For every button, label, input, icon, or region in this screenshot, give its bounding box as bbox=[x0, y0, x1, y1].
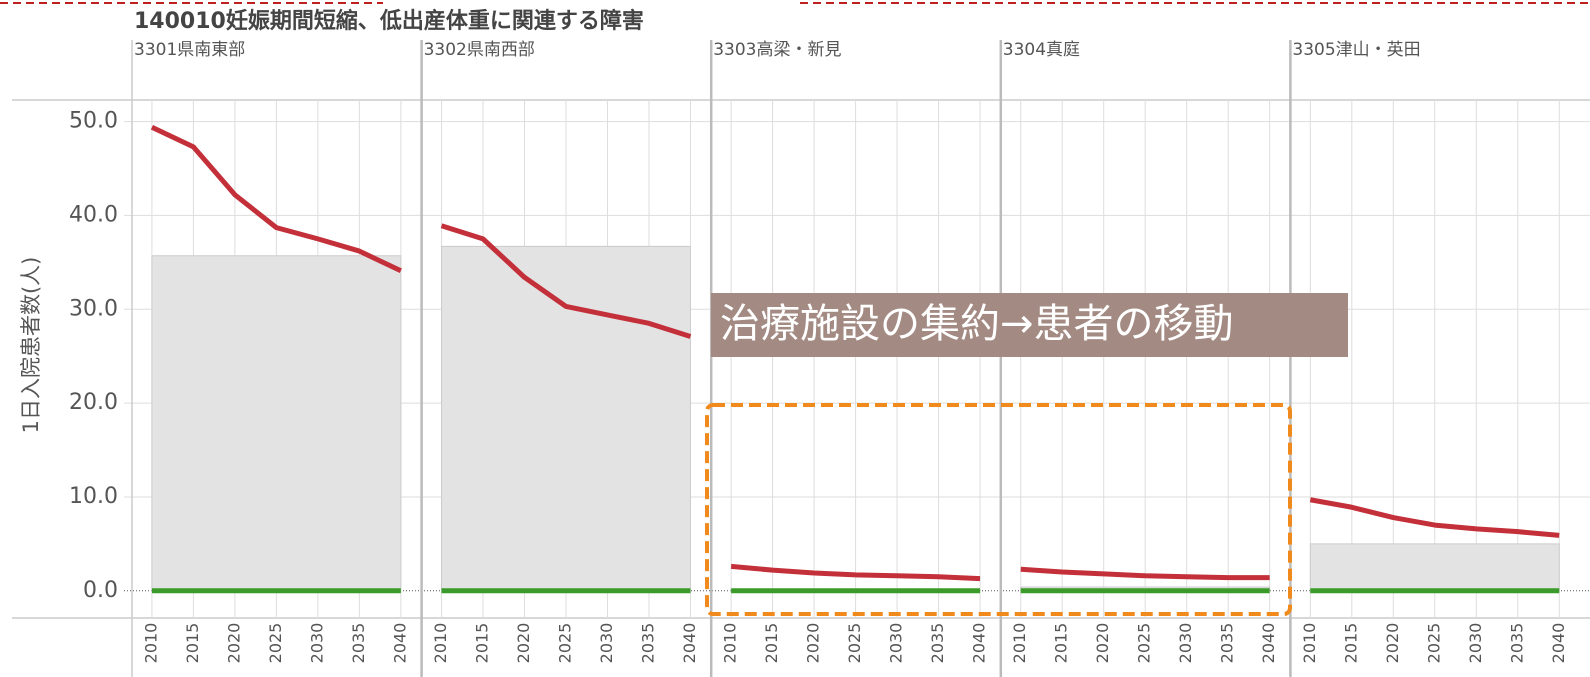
x-tick-label: 2020 bbox=[804, 623, 823, 664]
y-tick-label: 10.0 bbox=[69, 484, 118, 509]
x-tick-label: 2025 bbox=[1424, 623, 1443, 664]
x-tick-label: 2040 bbox=[390, 623, 409, 664]
y-axis-label: 1日入院患者数(人) bbox=[19, 257, 43, 434]
panel-title: 3301県南東部 bbox=[134, 40, 245, 60]
x-tick-label: 2035 bbox=[349, 623, 368, 664]
x-tick-label: 2035 bbox=[1507, 623, 1526, 664]
x-tick-label: 2035 bbox=[638, 623, 657, 664]
line bbox=[150, 124, 402, 274]
x-tick-label: 2025 bbox=[1135, 623, 1154, 664]
chart-title: 140010妊娠期間短縮、低出産体重に関連する障害 bbox=[134, 8, 644, 34]
line bbox=[440, 223, 692, 339]
x-tick-label: 2025 bbox=[845, 623, 864, 664]
x-tick-label: 2030 bbox=[1176, 623, 1195, 664]
x-tick-label: 2035 bbox=[928, 623, 947, 664]
x-tick-label: 2020 bbox=[1093, 623, 1112, 664]
x-tick-label: 2010 bbox=[141, 623, 160, 664]
panel-title: 3304真庭 bbox=[1003, 40, 1080, 60]
y-tick-label: 20.0 bbox=[69, 390, 118, 415]
x-tick-label: 2015 bbox=[183, 623, 202, 664]
line bbox=[1020, 566, 1270, 581]
x-tick-label: 2020 bbox=[514, 623, 533, 664]
x-tick-label: 2040 bbox=[1259, 623, 1278, 664]
x-tick-label: 2025 bbox=[266, 623, 285, 664]
x-tick-label: 2015 bbox=[1341, 623, 1360, 664]
x-tick-label: 2010 bbox=[721, 623, 740, 664]
x-tick-label: 2010 bbox=[1010, 623, 1029, 664]
line bbox=[730, 563, 981, 582]
x-tick-label: 2030 bbox=[1466, 623, 1485, 664]
annotation: 治療施設の集約→患者の移動 bbox=[720, 301, 1234, 347]
y-tick-label: 50.0 bbox=[69, 109, 118, 134]
x-tick-label: 2040 bbox=[1549, 623, 1568, 664]
highlight-box bbox=[705, 403, 1292, 616]
x-tick-label: 2040 bbox=[680, 623, 699, 664]
x-tick-label: 2015 bbox=[473, 623, 492, 664]
y-tick-label: 0.0 bbox=[83, 578, 118, 603]
y-tick-label: 30.0 bbox=[69, 296, 118, 321]
labels: 0.0 10.0 20.0 30.0 40.0 50.0 3301県南東部 2010 2015 2… bbox=[69, 40, 1568, 663]
x-tick-label: 2025 bbox=[555, 623, 574, 664]
x-tick-label: 2020 bbox=[1383, 623, 1402, 664]
x-tick-label: 2015 bbox=[1052, 623, 1071, 664]
x-tick-label: 2035 bbox=[1218, 623, 1237, 664]
x-tick-label: 2010 bbox=[431, 623, 450, 664]
panel-title: 3303高梁・新見 bbox=[713, 40, 841, 60]
x-tick-label: 2020 bbox=[224, 623, 243, 664]
x-tick-label: 2030 bbox=[307, 623, 326, 664]
x-tick-label: 2030 bbox=[887, 623, 906, 664]
x-tick-label: 2015 bbox=[762, 623, 781, 664]
x-tick-label: 2030 bbox=[597, 623, 616, 664]
area bbox=[151, 255, 402, 592]
area bbox=[441, 245, 691, 592]
annotation-box bbox=[711, 293, 1348, 357]
line bbox=[1309, 497, 1560, 538]
x-tick-label: 2010 bbox=[1300, 623, 1319, 664]
marks bbox=[150, 124, 1560, 594]
panel-title: 3302県南西部 bbox=[424, 40, 535, 60]
area bbox=[1309, 543, 1560, 592]
panel-title: 3305津山・英田 bbox=[1292, 40, 1420, 60]
y-tick-label: 40.0 bbox=[69, 202, 118, 227]
x-tick-label: 2040 bbox=[970, 623, 989, 664]
